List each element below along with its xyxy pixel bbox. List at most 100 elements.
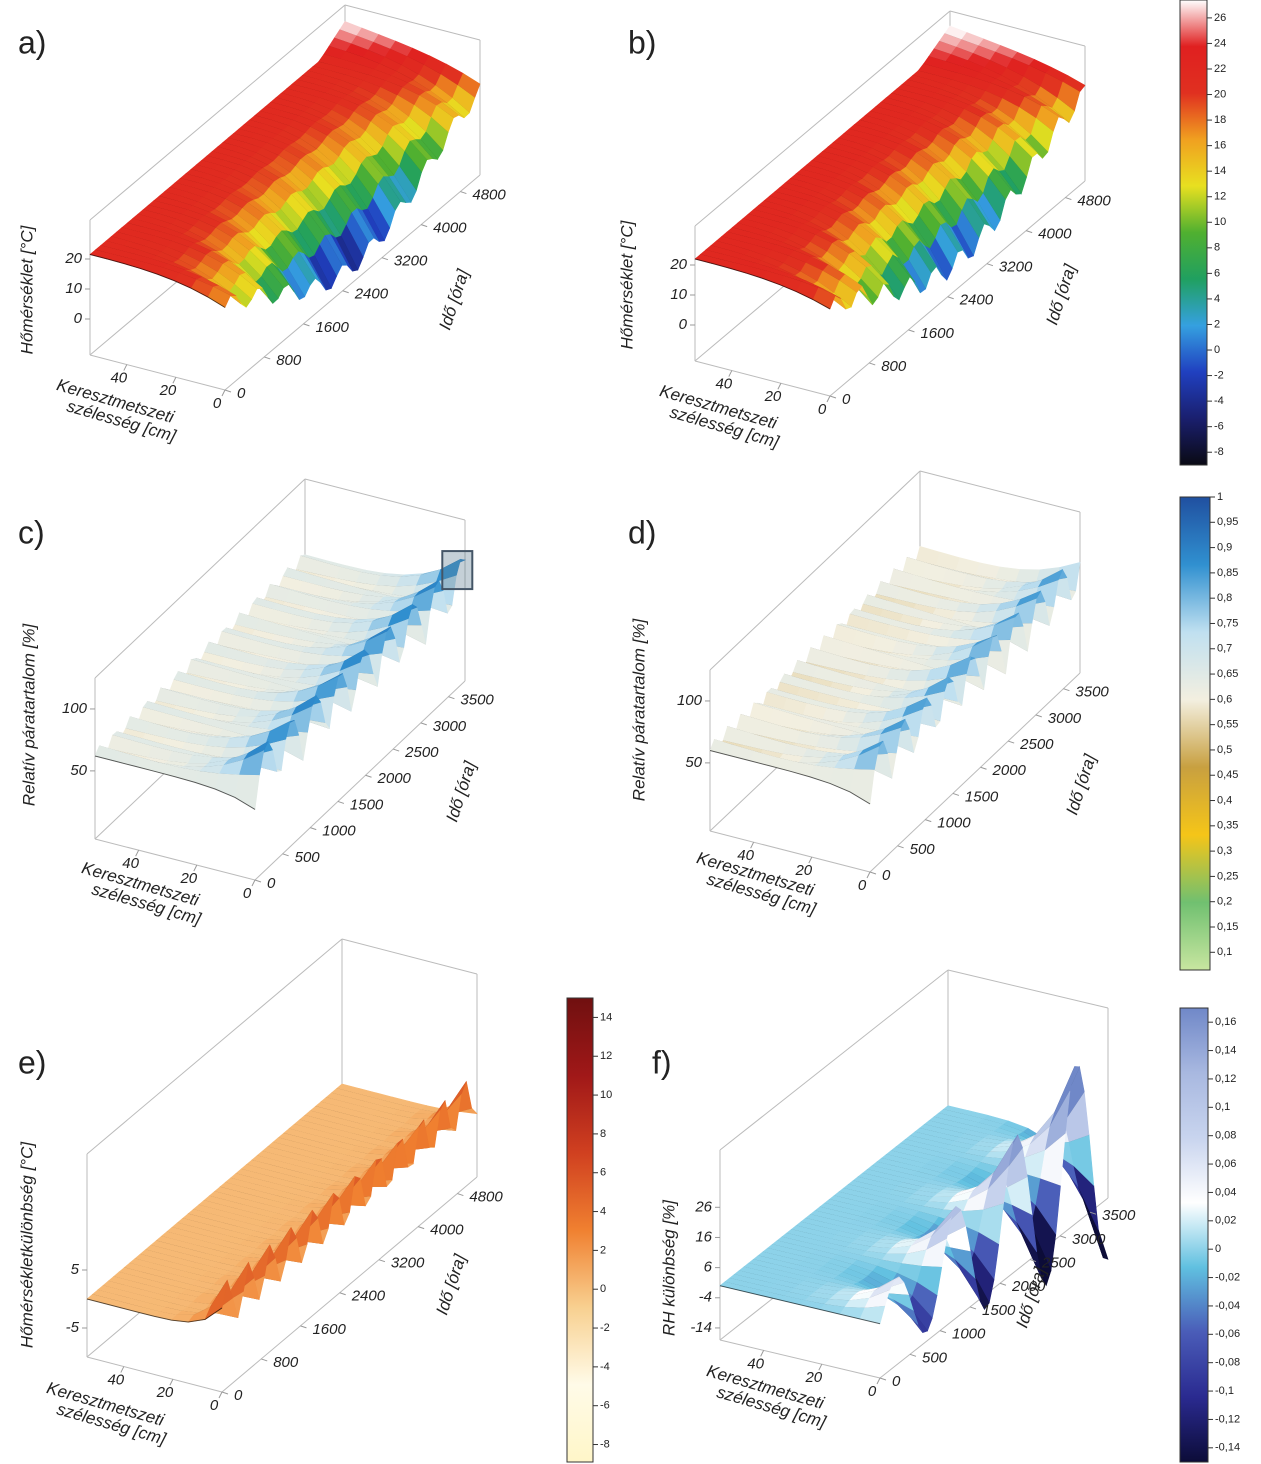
y-tick bbox=[224, 389, 232, 393]
y-tick-label: 2000 bbox=[377, 770, 412, 787]
y-axis-label: Idő [óra] bbox=[432, 1251, 470, 1317]
x-tick-label: 20 bbox=[804, 1369, 822, 1386]
y-tick bbox=[897, 845, 904, 849]
colorbar-tick-label: 4 bbox=[1214, 293, 1220, 305]
y-tick-label: 4800 bbox=[469, 1189, 503, 1206]
colorbar-tick-label: 4 bbox=[600, 1205, 606, 1217]
colorbar-tick-label: 0,9 bbox=[1217, 541, 1232, 553]
z-tick-label: 0 bbox=[74, 310, 83, 327]
surface-edge bbox=[94, 755, 256, 810]
x-tick-label: 0 bbox=[210, 1397, 219, 1414]
x-tick bbox=[818, 1363, 823, 1371]
y-tick bbox=[986, 263, 994, 267]
z-tick-label: 20 bbox=[669, 256, 687, 273]
y-tick-label: 2400 bbox=[354, 286, 389, 303]
x-tick-label: 20 bbox=[159, 382, 177, 399]
x-tick bbox=[221, 389, 226, 397]
y-tick bbox=[460, 191, 467, 195]
x-tick bbox=[123, 364, 128, 371]
y-axis-label: Idő [óra] bbox=[1012, 1264, 1050, 1330]
x-tick bbox=[808, 856, 813, 864]
y-tick-label: 2500 bbox=[1019, 736, 1054, 753]
x-tick-label: 40 bbox=[747, 1355, 764, 1372]
y-tick-label: 500 bbox=[295, 849, 321, 866]
colorbar-tick-label: 0,75 bbox=[1217, 617, 1238, 629]
y-tick-label: 3000 bbox=[433, 718, 467, 735]
z-axis-label: Relatív páratartalom [%] bbox=[19, 623, 38, 807]
colorbar-tick-label: 0,95 bbox=[1217, 516, 1238, 528]
z-tick-label: 6 bbox=[704, 1259, 713, 1276]
x-tick bbox=[193, 864, 198, 872]
y-tick bbox=[303, 323, 310, 327]
y-tick-label: 0 bbox=[842, 391, 851, 408]
z-tick-label: 10 bbox=[670, 286, 687, 303]
x-tick-label: 20 bbox=[794, 862, 812, 879]
y-tick bbox=[1035, 714, 1042, 718]
colorbar-tick-label: 0,06 bbox=[1215, 1158, 1236, 1170]
z-tick-label: -4 bbox=[699, 1289, 712, 1306]
x-tick-label: 40 bbox=[110, 370, 127, 387]
y-tick bbox=[300, 1325, 307, 1329]
y-tick-label: 3000 bbox=[1048, 710, 1082, 727]
y-tick-label: 3200 bbox=[391, 1255, 425, 1272]
surface-edge bbox=[89, 254, 226, 308]
colorbar-tick-label: -8 bbox=[1214, 446, 1224, 458]
x-tick bbox=[135, 849, 140, 857]
z-axis-label: Hőmérséklet [°C] bbox=[17, 224, 36, 354]
axis-box bbox=[879, 1197, 1109, 1379]
y-tick-label: 0 bbox=[237, 385, 246, 402]
y-tick-label: 3500 bbox=[460, 692, 494, 709]
colorbar-tick-label: 0,16 bbox=[1215, 1016, 1236, 1028]
axis-box bbox=[947, 969, 1109, 1009]
colorbar-tick-label: 0,5 bbox=[1217, 744, 1232, 756]
y-tick-label: 1000 bbox=[322, 823, 356, 840]
z-tick-label: 50 bbox=[70, 762, 87, 779]
x-tick-label: 40 bbox=[122, 855, 139, 872]
colorbar-tick-label: -6 bbox=[600, 1400, 610, 1412]
z-tick-label: -14 bbox=[690, 1319, 712, 1336]
colorbar-tick-label: -0,02 bbox=[1215, 1271, 1240, 1283]
colorbar-tick-label: 18 bbox=[1214, 114, 1226, 126]
y-tick bbox=[254, 879, 262, 883]
y-tick bbox=[980, 766, 987, 770]
y-tick bbox=[879, 1377, 887, 1381]
axis-box bbox=[694, 10, 951, 227]
colorbar-tick-label: 0 bbox=[1214, 344, 1220, 356]
x-tick-label: 20 bbox=[764, 388, 782, 405]
surface-edge bbox=[694, 258, 831, 310]
panel-label: b) bbox=[628, 24, 656, 60]
y-tick-label: 1600 bbox=[312, 1321, 346, 1338]
x-tick-label: 0 bbox=[243, 885, 252, 902]
x-tick-label: 0 bbox=[858, 877, 867, 894]
y-axis-label: Idő [óra] bbox=[1062, 751, 1100, 817]
y-axis-label: Idő [óra] bbox=[442, 758, 480, 824]
axis-box bbox=[89, 354, 226, 391]
y-tick bbox=[221, 1391, 229, 1395]
axis-box bbox=[254, 680, 466, 881]
panel-label: d) bbox=[628, 514, 656, 550]
x-tick-label: 40 bbox=[737, 847, 754, 864]
axis-box bbox=[829, 180, 1086, 397]
y-tick-label: 2000 bbox=[992, 762, 1027, 779]
y-tick bbox=[392, 748, 400, 752]
z-axis-label: Hőmérsékletkülönbség [°C] bbox=[17, 1141, 36, 1348]
x-tick bbox=[172, 377, 177, 384]
colorbar-tick-label: 0,08 bbox=[1215, 1130, 1236, 1142]
colorbar-tick-label: -0,12 bbox=[1215, 1413, 1240, 1425]
axis-box bbox=[344, 4, 481, 41]
x-tick-label: 40 bbox=[107, 1372, 124, 1389]
y-tick bbox=[342, 290, 349, 294]
axis-box bbox=[221, 1176, 478, 1393]
x-tick-label: 0 bbox=[213, 395, 222, 412]
colorbar-tick-label: -0,14 bbox=[1215, 1442, 1240, 1454]
colorbar bbox=[566, 997, 594, 1463]
y-tick bbox=[909, 1353, 917, 1357]
x-tick bbox=[120, 1366, 125, 1373]
colorbar-tick-label: 10 bbox=[1214, 216, 1226, 228]
z-tick-label: 16 bbox=[695, 1228, 712, 1245]
colorbar-tick-label: 0,85 bbox=[1217, 567, 1238, 579]
x-tick bbox=[777, 383, 782, 390]
axis-box bbox=[719, 969, 949, 1151]
colorbar-tick-label: 0,12 bbox=[1215, 1073, 1236, 1085]
